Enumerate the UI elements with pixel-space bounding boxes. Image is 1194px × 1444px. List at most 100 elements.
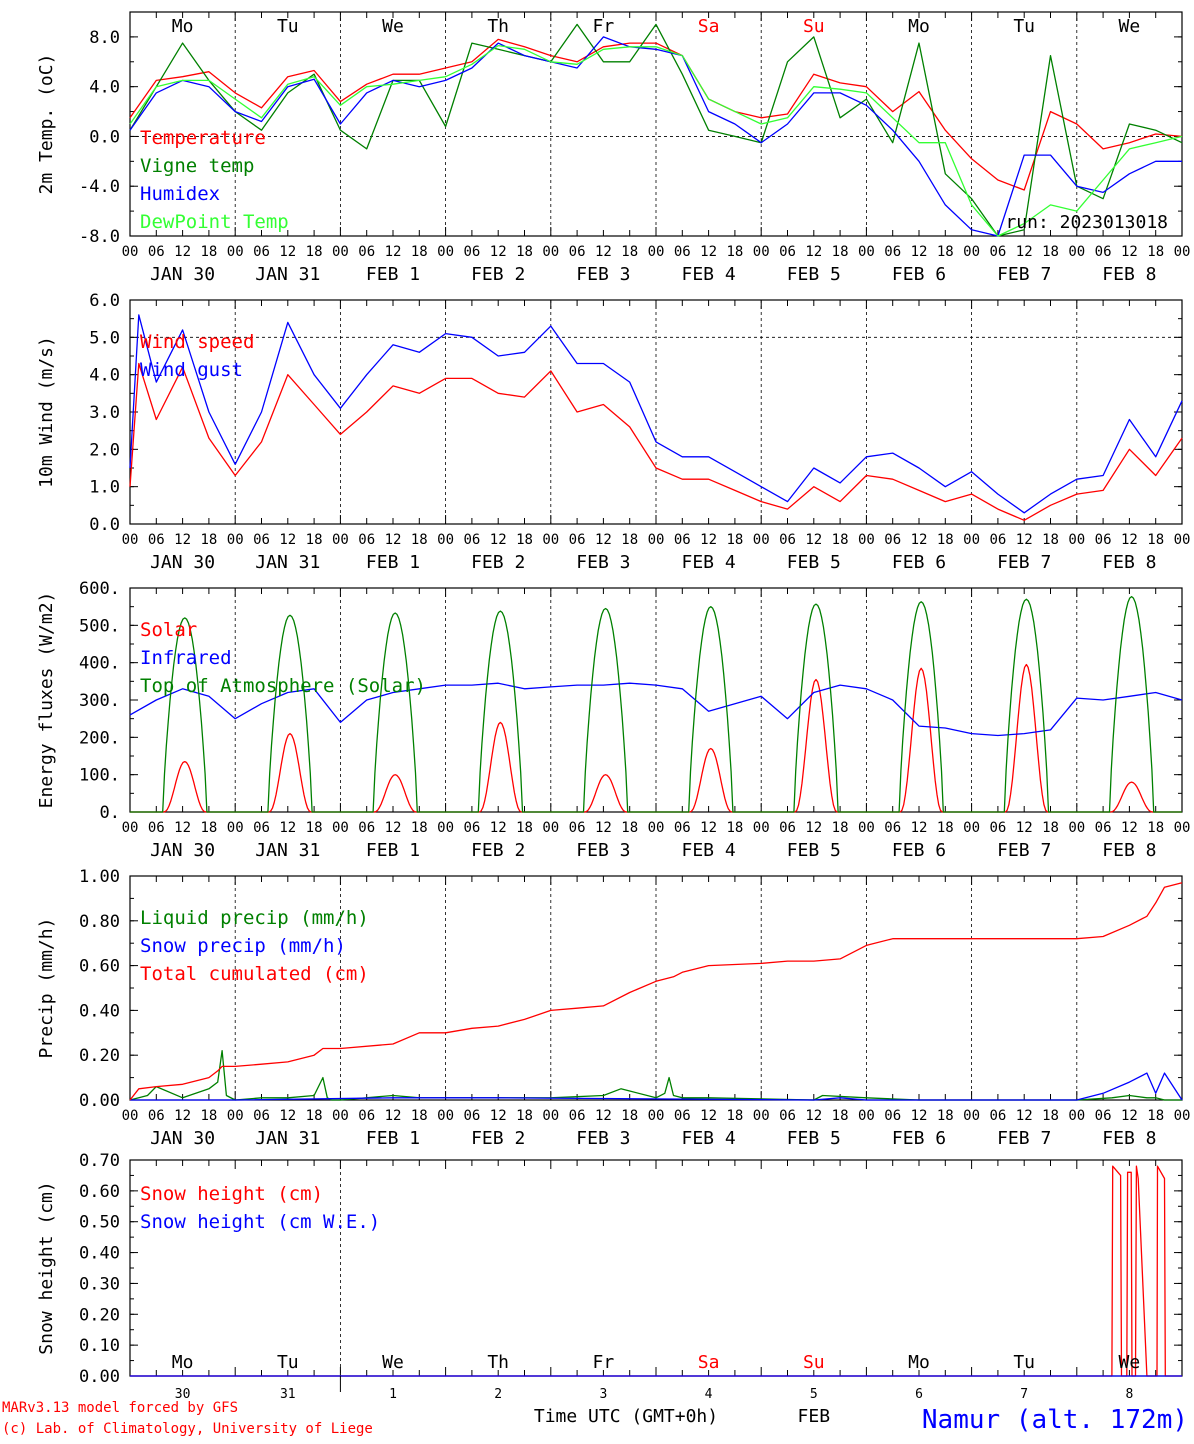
hour-tick-label: 18 — [411, 532, 428, 548]
y-axis-label: Snow height (cm) — [36, 1181, 57, 1354]
y-tick-label: 4.0 — [89, 78, 120, 98]
y-tick-label: 0.00 — [79, 1091, 120, 1111]
hour-tick-label: 00 — [963, 244, 980, 260]
hour-tick-label: 00 — [437, 532, 454, 548]
y-tick-label: 0.20 — [79, 1305, 120, 1325]
day-number: 2 — [494, 1387, 502, 1402]
day-name: We — [382, 16, 404, 37]
hour-tick-label: 12 — [911, 532, 928, 548]
date-label: FEB 5 — [787, 264, 841, 285]
hour-tick-label: 00 — [332, 820, 349, 836]
legend-entry: Temperature — [140, 127, 266, 149]
y-tick-label: 0.60 — [79, 957, 120, 977]
date-label: FEB 8 — [1102, 840, 1156, 861]
series-line-0 — [129, 362, 1183, 521]
series-line-2 — [129, 36, 1182, 237]
day-name: Sa — [698, 1352, 720, 1373]
date-label: FEB 8 — [1102, 552, 1156, 573]
hour-tick-label: 18 — [1147, 1108, 1164, 1124]
hour-tick-label: 18 — [306, 820, 323, 836]
hour-tick-label: 12 — [174, 532, 191, 548]
date-label: FEB 3 — [576, 264, 630, 285]
date-label: FEB 2 — [471, 1128, 525, 1149]
series-line-0 — [130, 1165, 1182, 1377]
run-label: run: 2023013018 — [1005, 212, 1168, 233]
day-name: Su — [803, 16, 825, 37]
hour-tick-label: 18 — [200, 820, 217, 836]
day-name: Sa — [698, 16, 720, 37]
hour-tick-label: 12 — [490, 820, 507, 836]
legend-entry: DewPoint Temp — [140, 211, 289, 233]
day-name: Mo — [908, 1352, 930, 1373]
date-label: FEB 2 — [471, 840, 525, 861]
legend-entry: Snow height (cm) — [140, 1183, 323, 1205]
legend-entry: Total cumulated (cm) — [140, 963, 369, 985]
hour-tick-label: 18 — [937, 244, 954, 260]
y-tick-label: 0.40 — [79, 1001, 120, 1021]
hour-tick-label: 18 — [726, 1108, 743, 1124]
date-label: FEB 1 — [366, 1128, 420, 1149]
hour-tick-label: 12 — [1016, 1108, 1033, 1124]
hour-tick-label: 00 — [332, 532, 349, 548]
hour-tick-label: 00 — [227, 532, 244, 548]
hour-tick-label: 00 — [122, 532, 139, 548]
hour-tick-label: 18 — [306, 244, 323, 260]
date-label: FEB 7 — [997, 840, 1051, 861]
y-tick-label: 1.0 — [89, 478, 120, 498]
hour-tick-label: 00 — [1068, 532, 1085, 548]
y-axis-label: 10m Wind (m/s) — [36, 336, 57, 488]
hour-tick-label: 00 — [648, 244, 665, 260]
y-tick-label: 4.0 — [89, 366, 120, 386]
hour-tick-label: 00 — [1174, 1108, 1191, 1124]
hour-tick-label: 12 — [1121, 1108, 1138, 1124]
date-label: FEB 4 — [682, 840, 736, 861]
hour-tick-label: 06 — [779, 820, 796, 836]
hour-tick-label: 12 — [279, 820, 296, 836]
hour-tick-label: 06 — [674, 820, 691, 836]
y-tick-label: 0.50 — [79, 1213, 120, 1233]
panel-5: 0.00 0.10 0.20 0.30 0.40 0.50 0.60 0.70 Snow hei… — [36, 1151, 1183, 1387]
y-tick-label: 0.40 — [79, 1244, 120, 1264]
hour-tick-label: 12 — [385, 1108, 402, 1124]
date-label: JAN 30 — [150, 264, 215, 285]
hour-tick-label: 00 — [753, 1108, 770, 1124]
hour-tick-label: 06 — [463, 244, 480, 260]
hour-tick-label: 06 — [358, 532, 375, 548]
y-tick-label: 100. — [79, 766, 120, 786]
hour-tick-label: 06 — [884, 1108, 901, 1124]
y-tick-label: 0.10 — [79, 1336, 120, 1356]
hour-tick-label: 06 — [884, 244, 901, 260]
hour-tick-label: 18 — [1042, 1108, 1059, 1124]
hour-tick-label: 06 — [463, 1108, 480, 1124]
hour-tick-label: 06 — [358, 820, 375, 836]
hour-tick-label: 12 — [1016, 820, 1033, 836]
hour-tick-label: 12 — [1016, 532, 1033, 548]
hour-tick-label: 00 — [122, 244, 139, 260]
x-axis-label: Time UTC (GMT+0h) — [534, 1406, 718, 1427]
day-number: 1 — [389, 1387, 397, 1402]
day-name: Mo — [172, 1352, 194, 1373]
date-label: JAN 30 — [150, 840, 215, 861]
hour-tick-label: 12 — [595, 532, 612, 548]
hour-tick-label: 18 — [200, 1108, 217, 1124]
hour-tick-label: 00 — [227, 244, 244, 260]
day-name: Tu — [277, 16, 299, 37]
hour-tick-label: 12 — [1016, 244, 1033, 260]
panel-2: 0.0 1.0 2.0 3.0 4.0 5.0 6.0 10m Wind (m/s) Wind … — [36, 291, 1190, 573]
hour-tick-label: 00 — [332, 244, 349, 260]
day-name: Tu — [277, 1352, 299, 1373]
hour-tick-label: 06 — [674, 532, 691, 548]
day-number: 7 — [1020, 1387, 1028, 1402]
day-name: Fr — [593, 16, 615, 37]
hour-tick-label: 12 — [1121, 532, 1138, 548]
series-line-1 — [130, 1072, 1183, 1101]
hour-tick-label: 12 — [805, 820, 822, 836]
date-label: FEB 1 — [366, 264, 420, 285]
hour-tick-label: 18 — [621, 1108, 638, 1124]
hour-tick-label: 00 — [227, 820, 244, 836]
hour-tick-label: 06 — [884, 532, 901, 548]
y-axis-label: Precip (mm/h) — [36, 918, 57, 1059]
hour-tick-label: 18 — [1147, 532, 1164, 548]
hour-tick-label: 12 — [279, 532, 296, 548]
hour-tick-label: 06 — [569, 244, 586, 260]
